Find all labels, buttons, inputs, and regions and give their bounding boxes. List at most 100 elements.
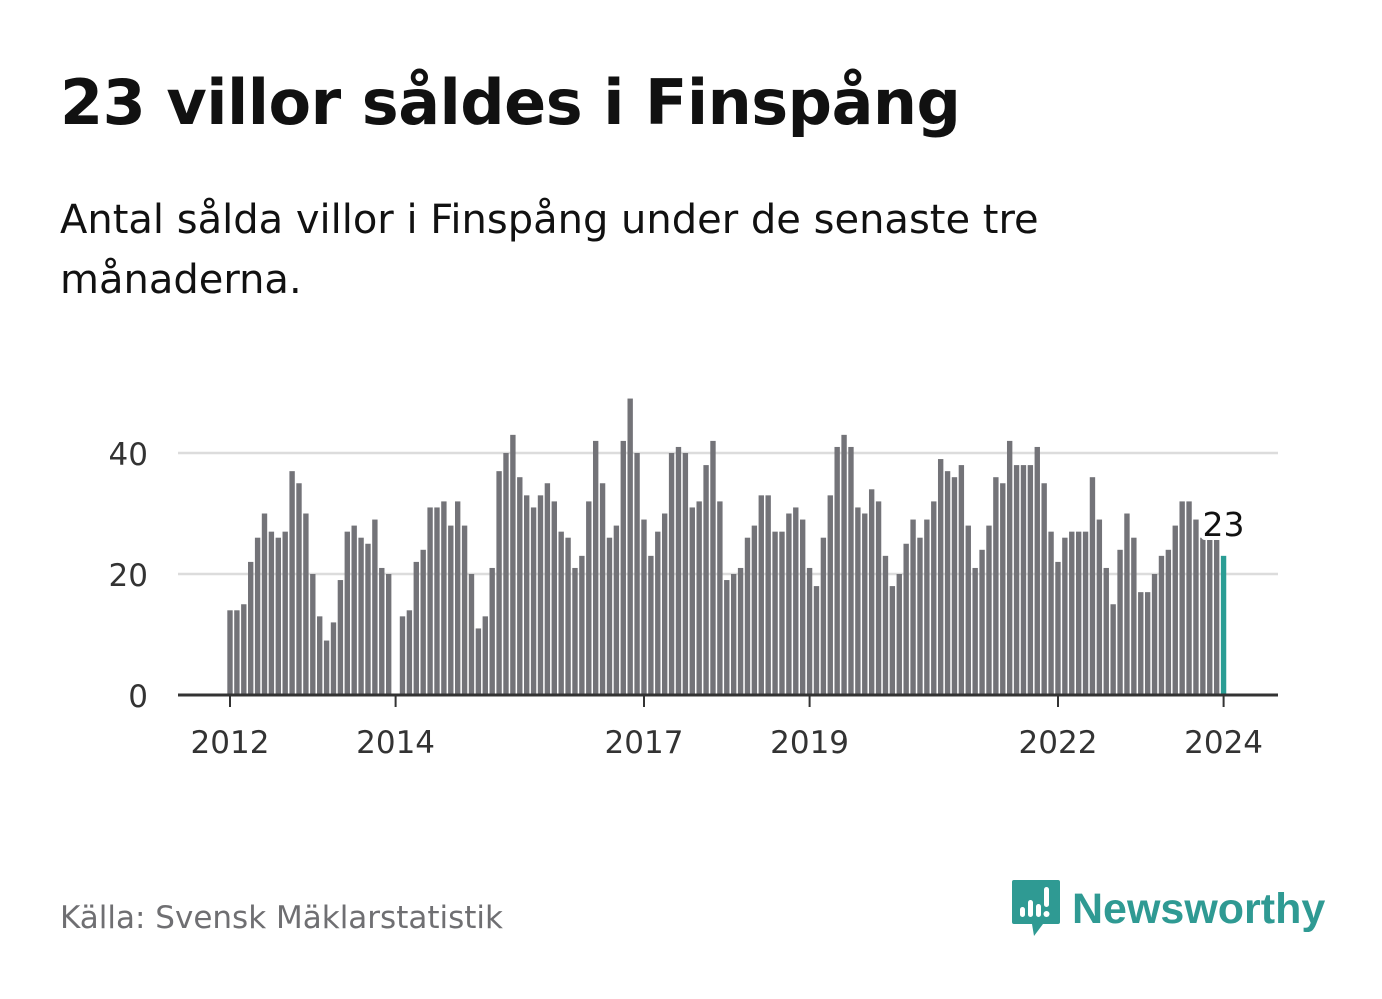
bar [379, 567, 385, 695]
bar [889, 586, 896, 695]
bar [475, 628, 482, 695]
bar [1055, 561, 1061, 695]
bar [517, 477, 523, 695]
bar [344, 531, 350, 695]
bar [1096, 519, 1103, 695]
bar [1151, 574, 1158, 695]
bar [668, 453, 675, 695]
bar [717, 501, 723, 695]
bar [875, 501, 882, 695]
bar [882, 555, 889, 695]
bar [468, 574, 475, 695]
bar [461, 525, 468, 695]
bar [1013, 465, 1020, 695]
bar [565, 537, 571, 695]
bar [730, 574, 737, 695]
bar [868, 489, 875, 695]
bar [268, 531, 275, 695]
bar [551, 501, 557, 695]
bar [524, 495, 530, 695]
bar [558, 531, 564, 695]
bar [537, 495, 544, 695]
bar [303, 513, 309, 695]
bar [1200, 537, 1206, 695]
bar [1179, 501, 1185, 695]
bar [1075, 531, 1082, 695]
highlighted-bar [1220, 555, 1227, 695]
bar [1213, 537, 1220, 695]
bar [406, 610, 413, 695]
bar [282, 531, 288, 695]
y-tick-label: 40 [109, 437, 148, 473]
bar [924, 519, 930, 695]
bar [599, 483, 606, 695]
bar [275, 537, 281, 695]
bar [1124, 513, 1130, 695]
bar [634, 453, 640, 695]
bar [1041, 483, 1047, 695]
bar [972, 567, 978, 695]
bar [744, 537, 751, 695]
bar [544, 483, 551, 695]
bar [696, 501, 702, 695]
bar [351, 525, 357, 695]
bar [254, 537, 261, 695]
bar [399, 616, 406, 695]
x-tick-label: 2024 [1184, 725, 1263, 761]
y-tick-label: 20 [109, 558, 148, 594]
bar [620, 440, 626, 695]
bar [572, 567, 578, 695]
bar [1117, 549, 1123, 695]
bar [289, 471, 295, 695]
bar [779, 531, 785, 695]
bar [1020, 465, 1027, 695]
bar [641, 519, 647, 695]
bar [496, 471, 502, 695]
bar [448, 525, 454, 695]
bar [786, 513, 792, 695]
bar [1062, 537, 1068, 695]
bar [241, 604, 247, 695]
x-tick-label: 2022 [1019, 725, 1098, 761]
newsworthy-logo-icon [1012, 880, 1060, 936]
bar [530, 507, 537, 695]
bar [317, 616, 323, 695]
bar [1144, 592, 1151, 695]
bar [627, 398, 633, 695]
bar [310, 574, 316, 695]
bar [703, 465, 709, 695]
bar [413, 561, 419, 695]
bar [765, 495, 771, 695]
bar [710, 440, 716, 695]
bar [931, 501, 937, 695]
bar [827, 495, 833, 695]
bar [1089, 477, 1096, 695]
bar [841, 434, 847, 695]
bar [682, 453, 689, 695]
bar [386, 574, 392, 695]
bar [834, 446, 840, 695]
bar [1165, 549, 1172, 695]
bar [372, 519, 378, 695]
bar [903, 543, 909, 695]
bar [489, 567, 495, 695]
bar [772, 531, 778, 695]
chart-title: 23 villor såldes i Finspång [60, 66, 961, 139]
bar [248, 561, 254, 695]
chart-subtitle: Antal sålda villor i Finspång under de s… [60, 197, 1039, 303]
bar [586, 501, 592, 695]
bar [296, 483, 302, 695]
brand-logo[interactable]: Newsworthy [1010, 878, 1325, 940]
bar [937, 459, 944, 695]
bar [1110, 604, 1116, 695]
y-tick-label: 0 [128, 679, 148, 715]
bar [227, 610, 233, 695]
x-tick-label: 2019 [770, 725, 849, 761]
bar [1034, 446, 1040, 695]
bar [420, 549, 426, 695]
bar [1000, 483, 1006, 695]
bar [1069, 531, 1075, 695]
bar [724, 580, 730, 695]
bar [1138, 592, 1144, 695]
